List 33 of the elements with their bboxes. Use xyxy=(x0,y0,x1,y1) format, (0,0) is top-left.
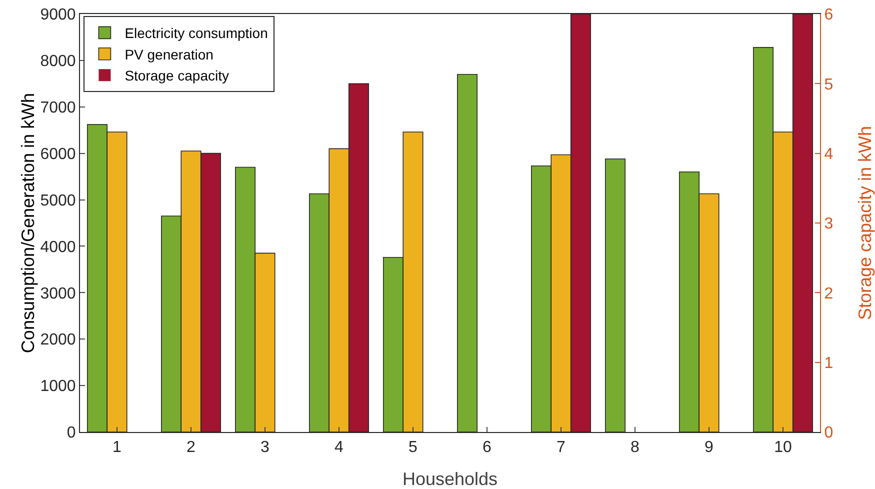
y2-tick-label: 5 xyxy=(824,76,834,94)
legend-label: PV generation xyxy=(124,46,214,62)
y2-tick-label: 1 xyxy=(824,354,834,372)
y2-tick-label: 6 xyxy=(824,6,834,24)
y2-tick-label: 3 xyxy=(824,216,834,233)
y-tick-label: 3000 xyxy=(40,285,76,302)
legend-label: Electricity consumption xyxy=(124,25,268,42)
x-tick-label: 3 xyxy=(260,439,270,456)
y2-axis-title: Storage capacity in kWh xyxy=(855,126,875,320)
y-tick-label: 4000 xyxy=(40,238,76,256)
y-tick-label: 6000 xyxy=(40,146,76,163)
x-tick-label: 6 xyxy=(482,439,492,456)
x-tick-label: 10 xyxy=(774,439,792,456)
x-tick-label: 5 xyxy=(408,439,418,456)
y-tick-label: 7000 xyxy=(40,99,76,116)
y2-tick-label: 4 xyxy=(824,146,834,163)
x-tick-label: 8 xyxy=(630,439,640,456)
y-tick-label: 8000 xyxy=(40,53,76,70)
y-axis-title: Consumption/Generation in kWh xyxy=(18,92,38,354)
legend-label: Storage capacity xyxy=(124,68,229,84)
y-tick-label: 1000 xyxy=(40,378,76,396)
x-axis-title: Households xyxy=(402,469,498,489)
y-tick-label: 0 xyxy=(66,424,76,442)
x-tick-label: 2 xyxy=(186,439,196,456)
y2-tick-label: 0 xyxy=(824,424,834,442)
y-tick-label: 2000 xyxy=(40,332,76,349)
x-tick-label: 7 xyxy=(556,439,566,456)
x-tick-label: 9 xyxy=(704,439,714,456)
y-tick-label: 5000 xyxy=(40,192,76,210)
y2-tick-label: 2 xyxy=(824,285,834,302)
x-tick-label: 1 xyxy=(112,439,122,456)
y-tick-label: 9000 xyxy=(40,6,76,24)
x-tick-label: 4 xyxy=(334,439,344,456)
